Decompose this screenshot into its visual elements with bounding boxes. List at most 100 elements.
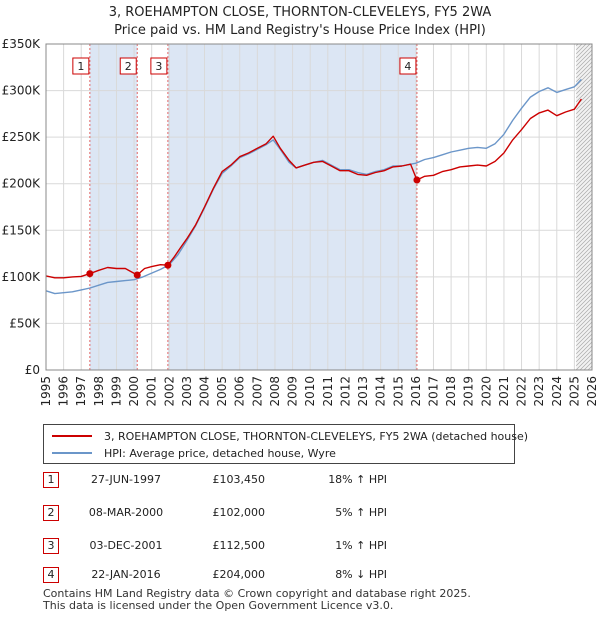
- forecast-hatch: [576, 149, 592, 167]
- forecast-hatch: [587, 365, 592, 370]
- forecast-hatch: [576, 44, 583, 51]
- forecast-hatch: [576, 161, 592, 179]
- sale-number-badge: 4: [43, 567, 59, 583]
- forecast-hatch: [576, 49, 592, 67]
- x-tick-label: 1996: [57, 376, 71, 407]
- y-tick-label: £200K: [2, 177, 42, 191]
- forecast-hatch: [576, 173, 592, 191]
- forecast-hatch: [576, 14, 592, 30]
- ownership-shade-1: [89, 44, 138, 370]
- sale-label-box-4: [399, 57, 417, 75]
- sale-date: 27-JUN-1997: [90, 473, 162, 486]
- forecast-hatch: [576, 189, 592, 207]
- y-tick-label: £250K: [2, 130, 42, 144]
- legend-label-hpi: HPI: Average price, detached house, Wyre: [104, 446, 336, 460]
- sale-point-1: [86, 270, 94, 278]
- forecast-hatch: [576, 285, 592, 303]
- forecast-hatch: [576, 57, 592, 75]
- sale-date: 22-JAN-2016: [91, 568, 161, 581]
- legend: 3, ROEHAMPTON CLOSE, THORNTON-CLEVELEYS,…: [43, 424, 528, 464]
- x-tick-label: 1995: [39, 376, 53, 407]
- table-row: 1 27-JUN-1997 £103,450 18% ↑ HPI: [43, 472, 583, 490]
- forecast-hatch: [576, 225, 592, 243]
- forecast-hatch: [576, 181, 592, 199]
- sale-point-3: [164, 261, 172, 269]
- forecast-hatch: [576, 281, 592, 299]
- forecast-hatch: [576, 205, 592, 223]
- forecast-hatch: [576, 73, 592, 91]
- forecast-hatch: [576, 349, 592, 367]
- x-tick-label: 2016: [409, 376, 423, 407]
- price-chart: 1 2 3 4 £0 £50K £100K £150K £200K £250K £300K £350…: [2, 14, 599, 407]
- forecast-hatch: [576, 273, 592, 291]
- title-line-1: 3, ROEHAMPTON CLOSE, THORNTON-CLEVELEYS,…: [108, 5, 492, 20]
- forecast-hatch: [576, 22, 592, 38]
- forecast-hatch: [576, 229, 592, 247]
- forecast-hatch: [576, 97, 592, 115]
- x-tick-label: 2003: [180, 376, 194, 407]
- sale-hpi-diff: 1% ↑ HPI: [335, 539, 387, 552]
- forecast-hatch: [576, 309, 592, 327]
- y-tick-label: £100K: [2, 270, 42, 284]
- footer-copyright: Contains HM Land Registry data © Crown c…: [43, 587, 471, 600]
- forecast-hatch: [576, 65, 592, 83]
- x-tick-label: 2012: [338, 376, 352, 407]
- legend-item-property: 3, ROEHAMPTON CLOSE, THORNTON-CLEVELEYS,…: [52, 428, 528, 444]
- forecast-hatch: [576, 237, 592, 255]
- forecast-hatch: [576, 141, 592, 159]
- x-tick-label: 2010: [303, 376, 317, 407]
- forecast-hatch: [576, 293, 592, 311]
- y-tick-label: £0: [25, 363, 40, 377]
- sale-label-box-3: [150, 57, 168, 75]
- forecast-hatch: [576, 81, 592, 99]
- forecast-hatch: [576, 44, 587, 55]
- x-tick-label: 2019: [462, 376, 476, 407]
- table-row: 4 22-JAN-2016 £204,000 8% ↓ HPI: [43, 567, 583, 585]
- x-tick-label: 2020: [479, 376, 493, 407]
- x-tick-label: 2001: [145, 376, 159, 407]
- chart-title: 3, ROEHAMPTON CLOSE, THORNTON-CLEVELEYS,…: [0, 4, 600, 40]
- legend-item-hpi: HPI: Average price, detached house, Wyre: [52, 445, 336, 461]
- forecast-hatch: [576, 18, 592, 34]
- forecast-hatch: [576, 153, 592, 171]
- sale-label-4: 4: [404, 60, 411, 73]
- forecast-hatch: [576, 169, 592, 187]
- y-tick-label: £300K: [2, 84, 42, 98]
- x-tick-label: 2014: [374, 376, 388, 407]
- x-tick-label: 2021: [497, 376, 511, 407]
- forecast-hatch: [576, 165, 592, 183]
- forecast-hatch: [576, 321, 592, 339]
- forecast-hatch: [576, 113, 592, 131]
- forecast-hatch: [576, 77, 592, 95]
- forecast-hatch: [576, 249, 592, 267]
- x-tick-label: 2013: [356, 376, 370, 407]
- forecast-hatch: [576, 213, 592, 231]
- x-tick-label: 2022: [515, 376, 529, 407]
- title-line-2: Price paid vs. HM Land Registry's House …: [114, 23, 486, 38]
- sale-hpi-diff: 5% ↑ HPI: [335, 506, 387, 519]
- forecast-hatch: [576, 317, 592, 335]
- forecast-hatch: [576, 137, 592, 155]
- forecast-hatch: [576, 261, 592, 279]
- forecast-hatch: [576, 245, 592, 263]
- forecast-hatch: [576, 289, 592, 307]
- sale-point-2: [133, 271, 141, 279]
- forecast-hatch: [576, 329, 592, 347]
- legend-swatch-hpi: [52, 452, 92, 454]
- y-tick-label: £150K: [2, 223, 42, 237]
- x-tick-label: 2025: [567, 376, 581, 407]
- sale-date: 03-DEC-2001: [89, 539, 163, 552]
- forecast-hatch: [576, 69, 592, 87]
- x-tick-label: 2008: [268, 376, 282, 407]
- forecast-hatch: [576, 241, 592, 259]
- forecast-hatch: [576, 253, 592, 271]
- forecast-hatch: [576, 185, 592, 203]
- forecast-hatch: [576, 301, 592, 319]
- sale-price: £112,500: [212, 539, 266, 552]
- sale-label-3: 3: [155, 60, 162, 73]
- forecast-hatch: [576, 265, 592, 283]
- forecast-hatch: [576, 26, 592, 42]
- x-tick-label: 2017: [426, 376, 440, 407]
- forecast-hatch: [576, 121, 592, 139]
- forecast-hatch: [576, 341, 592, 359]
